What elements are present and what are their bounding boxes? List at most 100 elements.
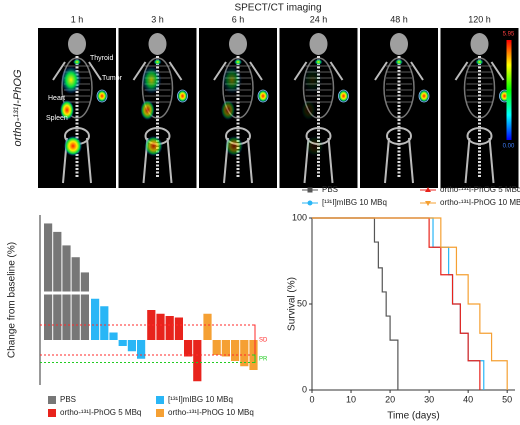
arm	[490, 61, 505, 81]
legend-label: PBS	[60, 395, 76, 404]
bar	[127, 340, 136, 352]
uptake	[73, 59, 81, 65]
uptake	[225, 136, 243, 156]
arm	[52, 61, 66, 81]
pelvis	[466, 127, 493, 145]
leg	[247, 137, 253, 184]
leg	[86, 137, 92, 184]
timepoint-label: 3 h	[151, 14, 164, 24]
bar	[53, 231, 62, 340]
timepoint-label: 1 h	[71, 14, 84, 24]
tumor	[96, 89, 108, 103]
bar	[156, 313, 165, 340]
imaging-panel: 1 h 3 h 6 h 24 h 48 h 120 h Heart Thyroid Tumor S…	[38, 14, 519, 188]
arm	[454, 61, 469, 81]
tumor	[338, 89, 349, 103]
arm	[410, 61, 424, 81]
timepoint-label: 48 h	[390, 14, 408, 24]
legend-label: ortho-¹³¹I-PhOG 10 MBq	[168, 408, 254, 417]
bar	[212, 340, 221, 355]
organ-label: Spleen	[46, 115, 68, 122]
arm	[293, 61, 308, 81]
uptake	[60, 100, 74, 120]
colorbar-min: 0.00	[503, 144, 515, 150]
bar	[184, 340, 193, 357]
row-label: ortho-¹³¹I-PhOG	[12, 69, 24, 146]
legend-swatch	[156, 409, 164, 417]
uptake	[305, 136, 324, 156]
legend-swatch	[48, 396, 56, 404]
bar	[147, 310, 156, 340]
uptake	[141, 66, 162, 94]
survival-curve	[312, 217, 481, 390]
leg	[488, 137, 495, 184]
leg	[464, 137, 471, 184]
legend-marker	[307, 200, 313, 206]
uptake	[140, 100, 155, 120]
tumor	[177, 89, 188, 103]
bar	[80, 272, 89, 340]
bar	[100, 306, 109, 340]
survival-curve	[312, 217, 508, 390]
charts: Change from baseline (%) SD PR PBS [¹³¹I]mIB…	[7, 185, 520, 422]
arm	[88, 61, 102, 81]
skull	[68, 33, 86, 55]
bar	[165, 316, 174, 340]
mouse-skeleton	[454, 33, 510, 184]
organ-label: Heart	[48, 95, 65, 102]
y-tick-label: 50	[297, 298, 307, 308]
legend-swatch	[156, 396, 164, 404]
skull	[390, 33, 408, 55]
organ-label: Tumor	[102, 75, 123, 82]
imaging-title: SPECT/CT imaging	[234, 3, 321, 14]
uptake	[64, 136, 82, 156]
arm	[249, 61, 263, 81]
bar	[91, 298, 100, 340]
legend-label: ortho-¹³¹I-PhOG 5 MBq	[440, 185, 520, 194]
uptake	[153, 59, 162, 65]
arm	[329, 61, 344, 81]
mouse-skeleton	[52, 33, 108, 184]
bar	[240, 340, 249, 367]
mouse-skeleton	[132, 33, 188, 184]
x-tick-label: 20	[385, 394, 395, 404]
arm	[168, 61, 183, 81]
timepoint-label: 24 h	[310, 14, 328, 24]
bar	[203, 313, 212, 340]
tumor	[418, 89, 430, 103]
x-tick-label: 30	[424, 394, 434, 404]
axis-break	[41, 291, 101, 295]
arm	[374, 61, 388, 81]
legend-label: ortho-¹³¹I-PhOG 5 MBq	[60, 408, 141, 417]
x-axis-label: Time (days)	[387, 411, 439, 422]
bar	[174, 317, 183, 340]
leg	[408, 137, 414, 184]
x-tick-label: 0	[309, 394, 314, 404]
legend-marker	[425, 187, 431, 192]
annotation: PR	[259, 356, 268, 362]
organ-label: Thyroid	[90, 55, 113, 62]
uptake	[395, 59, 403, 65]
annotation: SD	[259, 338, 268, 344]
uptake	[144, 136, 163, 156]
timepoint-label: 120 h	[468, 14, 491, 24]
bar	[221, 340, 230, 357]
legend-marker	[307, 187, 313, 193]
survival-curve	[312, 217, 399, 390]
uptake	[61, 66, 81, 94]
uptake	[302, 66, 323, 94]
y-tick-label: 100	[292, 212, 307, 222]
uptake	[234, 59, 242, 65]
y-axis-label: Survival (%)	[287, 277, 298, 331]
mouse-skeleton	[374, 33, 430, 184]
skull	[309, 33, 328, 55]
leg	[166, 137, 173, 184]
arm	[213, 61, 227, 81]
mouse-skeleton	[213, 33, 269, 184]
legend-swatch	[48, 409, 56, 417]
uptake	[221, 100, 235, 120]
leg	[384, 137, 390, 184]
uptake	[222, 66, 242, 94]
x-tick-label: 40	[463, 394, 473, 404]
bar	[109, 332, 118, 340]
